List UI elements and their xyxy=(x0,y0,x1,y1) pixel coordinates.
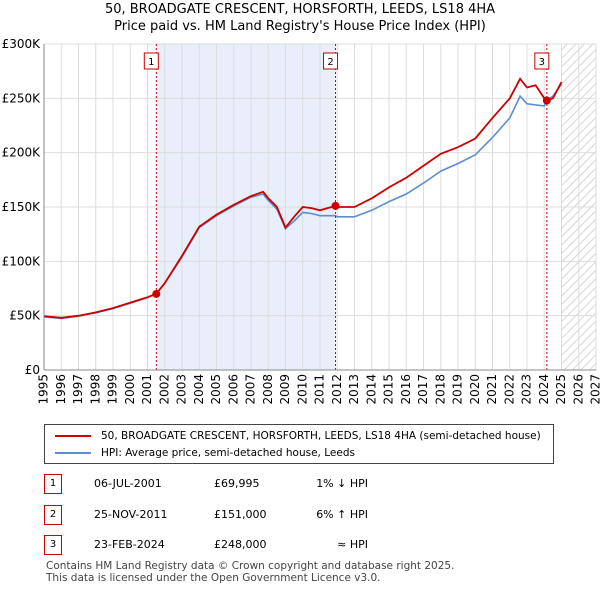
x-tick-label-2010: 2010 xyxy=(295,374,309,405)
sale-label-1: 1 xyxy=(148,57,154,68)
y-tick-label-50000: £50K xyxy=(9,309,41,323)
x-tick-label-2002: 2002 xyxy=(157,374,171,405)
sale-date-1: 06-JUL-2001 xyxy=(94,477,162,490)
sale-badge-1: 1 xyxy=(44,474,62,494)
footer-copyright: Contains HM Land Registry data © Crown c… xyxy=(46,560,455,572)
x-tick-label-2000: 2000 xyxy=(123,374,137,405)
sale-price-1: £69,995 xyxy=(214,477,260,490)
sale-point-3 xyxy=(542,96,551,105)
x-tick-label-2024: 2024 xyxy=(537,374,551,405)
x-tick-label-1995: 1995 xyxy=(37,374,51,405)
sale-price-2: £151,000 xyxy=(214,508,267,521)
sale-row-3: 3 23-FEB-2024 £248,000 ≈ HPI xyxy=(44,535,374,555)
x-tick-label-1996: 1996 xyxy=(54,374,68,405)
x-tick-label-2012: 2012 xyxy=(330,374,344,405)
x-tick-label-2022: 2022 xyxy=(502,374,516,405)
sale-label-box-3 xyxy=(534,52,550,70)
x-tick-label-1998: 1998 xyxy=(88,374,102,405)
sale-label-box-2 xyxy=(323,52,339,70)
x-tick-label-2008: 2008 xyxy=(261,374,275,405)
y-tick-label-0: £0 xyxy=(25,363,40,377)
x-tick-label-2020: 2020 xyxy=(468,374,482,405)
x-tick-label-2003: 2003 xyxy=(175,374,189,405)
y-tick-label-200000: £200K xyxy=(2,146,42,160)
sale-date-3: 23-FEB-2024 xyxy=(94,538,165,551)
x-tick-label-2001: 2001 xyxy=(140,374,154,405)
x-tick-label-2015: 2015 xyxy=(382,374,396,405)
y-tick-label-100000: £100K xyxy=(2,254,42,268)
y-tick-label-250000: £250K xyxy=(2,91,42,105)
y-tick-label-300000: £300K xyxy=(2,37,42,51)
x-tick-label-1999: 1999 xyxy=(106,374,120,405)
x-tick-label-2014: 2014 xyxy=(364,374,378,405)
sale-badge-2: 2 xyxy=(44,505,62,525)
chart-title: 50, BROADGATE CRESCENT, HORSFORTH, LEEDS… xyxy=(104,2,496,17)
x-tick-label-2018: 2018 xyxy=(433,374,447,405)
x-tick-label-2011: 2011 xyxy=(313,374,327,405)
legend-item-property: 50, BROADGATE CRESCENT, HORSFORTH, LEEDS… xyxy=(55,428,541,444)
x-tick-label-2007: 2007 xyxy=(244,374,258,405)
sale-label-box-1 xyxy=(143,52,159,70)
x-tick-label-2027: 2027 xyxy=(589,374,600,405)
x-tick-label-2025: 2025 xyxy=(554,374,568,405)
sale-label-3: 3 xyxy=(539,57,545,68)
x-tick-label-2009: 2009 xyxy=(278,374,292,405)
x-tick-label-2004: 2004 xyxy=(192,374,206,405)
chart-subtitle: Price paid vs. HM Land Registry's House … xyxy=(114,19,486,34)
footer-licence: This data is licensed under the Open Gov… xyxy=(46,572,381,584)
x-tick-label-2005: 2005 xyxy=(209,374,223,405)
x-tick-label-2006: 2006 xyxy=(226,374,240,405)
y-tick-label-150000: £150K xyxy=(2,200,42,214)
sale-row-2: 2 25-NOV-2011 £151,000 6% ↑ HPI xyxy=(44,505,374,525)
x-tick-label-2017: 2017 xyxy=(416,374,430,405)
sale-hpi-1: 1% ↓ HPI xyxy=(316,477,368,490)
sale-date-2: 25-NOV-2011 xyxy=(94,508,168,521)
sale-badge-3: 3 xyxy=(44,535,62,555)
legend-swatch-hpi xyxy=(55,452,91,454)
sale-row-1: 1 06-JUL-2001 £69,995 1% ↓ HPI xyxy=(44,474,374,494)
legend-item-hpi: HPI: Average price, semi-detached house,… xyxy=(55,445,355,461)
x-tick-label-2023: 2023 xyxy=(520,374,534,405)
x-tick-label-2026: 2026 xyxy=(571,374,585,405)
x-tick-label-2016: 2016 xyxy=(399,374,413,405)
legend-label-property: 50, BROADGATE CRESCENT, HORSFORTH, LEEDS… xyxy=(101,430,541,442)
x-tick-label-2021: 2021 xyxy=(485,374,499,405)
sale-hpi-2: 6% ↑ HPI xyxy=(316,508,368,521)
sale-point-1 xyxy=(152,289,161,298)
legend-label-hpi: HPI: Average price, semi-detached house,… xyxy=(101,447,355,459)
x-tick-label-2019: 2019 xyxy=(451,374,465,405)
sale-label-2: 2 xyxy=(327,57,333,68)
sale-point-2 xyxy=(331,201,340,210)
sale-hpi-3: ≈ HPI xyxy=(337,538,368,551)
x-tick-label-2013: 2013 xyxy=(347,374,361,405)
legend: 50, BROADGATE CRESCENT, HORSFORTH, LEEDS… xyxy=(44,424,554,464)
legend-swatch-property xyxy=(55,435,91,437)
x-tick-label-1997: 1997 xyxy=(71,374,85,405)
sale-price-3: £248,000 xyxy=(214,538,267,551)
